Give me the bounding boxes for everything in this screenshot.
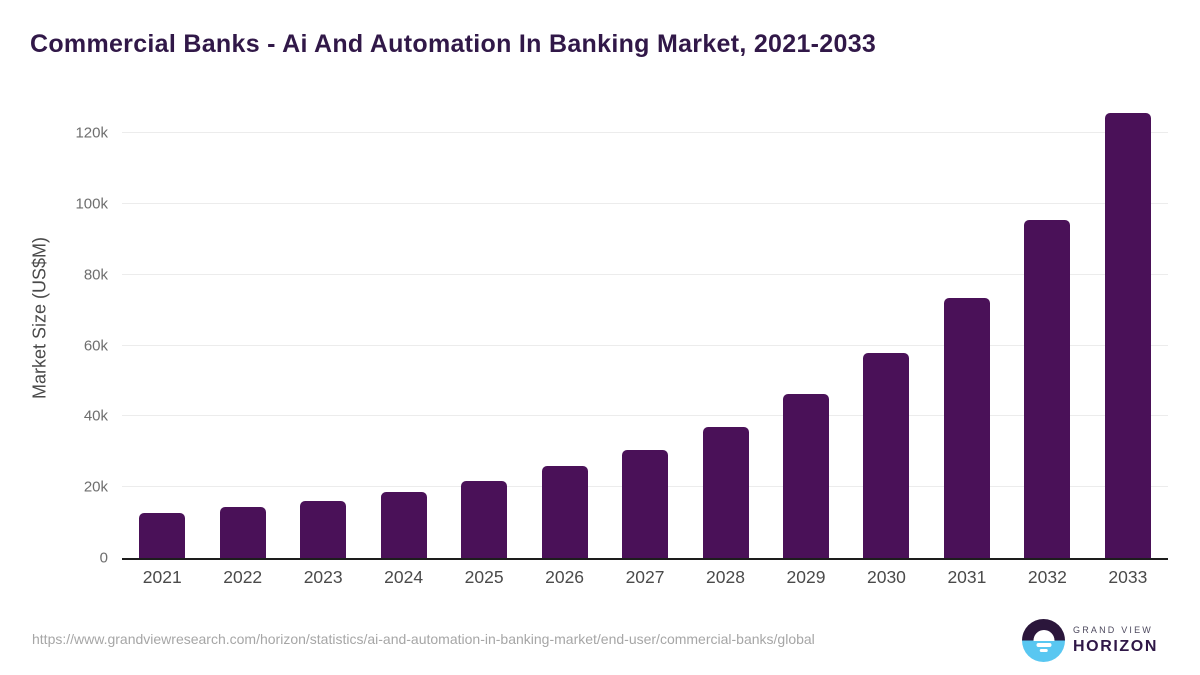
y-tick-label-120k: 120k	[75, 124, 108, 142]
y-tick-label-40k: 40k	[83, 407, 108, 425]
x-axis-label-2021: 2021	[142, 567, 182, 587]
bar-slot-2023	[283, 98, 363, 558]
y-tick-label-80k: 80k	[83, 266, 108, 284]
gridline-60k	[122, 344, 1168, 346]
gridline-120k	[122, 132, 1168, 134]
bar-2023	[300, 501, 347, 558]
brand-text: GRAND VIEW HORIZON	[1073, 625, 1158, 656]
bar-slot-2026	[524, 98, 604, 558]
sun-dome-icon	[1033, 630, 1054, 641]
x-axis-label-2025: 2025	[464, 567, 504, 587]
bar-2032	[1024, 220, 1071, 558]
x-axis-label-2028: 2028	[706, 567, 745, 587]
y-tick-label-20k: 20k	[83, 478, 108, 496]
gridline-80k	[122, 273, 1168, 275]
bar-slot-2025	[444, 98, 524, 558]
source-url: https://www.grandviewresearch.com/horizo…	[32, 631, 815, 647]
bar-slot-2024	[363, 98, 443, 558]
brand-name-horizon: HORIZON	[1073, 638, 1158, 655]
bar-slot-2029	[766, 98, 846, 558]
bar-2024	[380, 491, 427, 558]
brand-logo: GRAND VIEW HORIZON	[1022, 619, 1158, 662]
x-axis-label-2030: 2030	[866, 567, 906, 587]
bar-2028	[702, 426, 749, 558]
x-axis-label-2031: 2031	[947, 567, 987, 587]
sun-reflection-line-icon	[1036, 643, 1051, 647]
bar-2031	[943, 297, 990, 558]
chart-title: Commercial Banks - Ai And Automation In …	[30, 30, 877, 58]
bar-2025	[461, 480, 508, 558]
bar-slot-2031	[927, 98, 1007, 558]
x-axis-label-2026: 2026	[545, 567, 585, 587]
y-axis-title: Market Size (US$M)	[29, 236, 50, 400]
gridline-100k	[122, 203, 1168, 205]
bar-2030	[863, 352, 910, 558]
x-axis-label-2023: 2023	[303, 567, 343, 587]
horizon-sun-circle-icon	[1022, 619, 1065, 662]
x-axis-label-2033: 2033	[1108, 567, 1148, 587]
bar-2026	[541, 466, 588, 558]
x-axis-label-2029: 2029	[786, 567, 826, 587]
bar-2022	[219, 507, 266, 558]
bar-2029	[782, 393, 829, 558]
bar-slot-2022	[202, 98, 282, 558]
bar-slot-2027	[605, 98, 685, 558]
y-tick-label-100k: 100k	[75, 195, 108, 213]
plot-area	[122, 98, 1168, 560]
gridline-40k	[122, 415, 1168, 417]
bar-2021	[139, 513, 186, 558]
x-axis-labels: 2021 2022 2023 2024 2025 2026 2027 2028 2029 2030…	[122, 567, 1168, 588]
x-axis-label-2027: 2027	[625, 567, 665, 587]
bar-2027	[622, 450, 669, 558]
bar-slot-2032	[1007, 98, 1087, 558]
bar-slot-2033	[1088, 98, 1168, 558]
x-axis-label-2022: 2022	[223, 567, 263, 587]
bar-series	[122, 98, 1168, 558]
bar-slot-2021	[122, 98, 202, 558]
x-axis-label-2024: 2024	[384, 567, 424, 587]
brand-name-grand-view: GRAND VIEW	[1073, 625, 1154, 635]
y-tick-label-0: 0	[99, 549, 108, 567]
bar-slot-2030	[846, 98, 926, 558]
sun-reflection-line-icon	[1039, 648, 1048, 652]
bar-slot-2028	[685, 98, 765, 558]
bar-2033	[1104, 112, 1151, 558]
y-tick-label-60k: 60k	[83, 337, 108, 355]
y-axis-tick-labels: 0 20k 40k 60k 80k 100k 120k	[58, 98, 108, 567]
x-axis-label-2032: 2032	[1027, 567, 1067, 587]
